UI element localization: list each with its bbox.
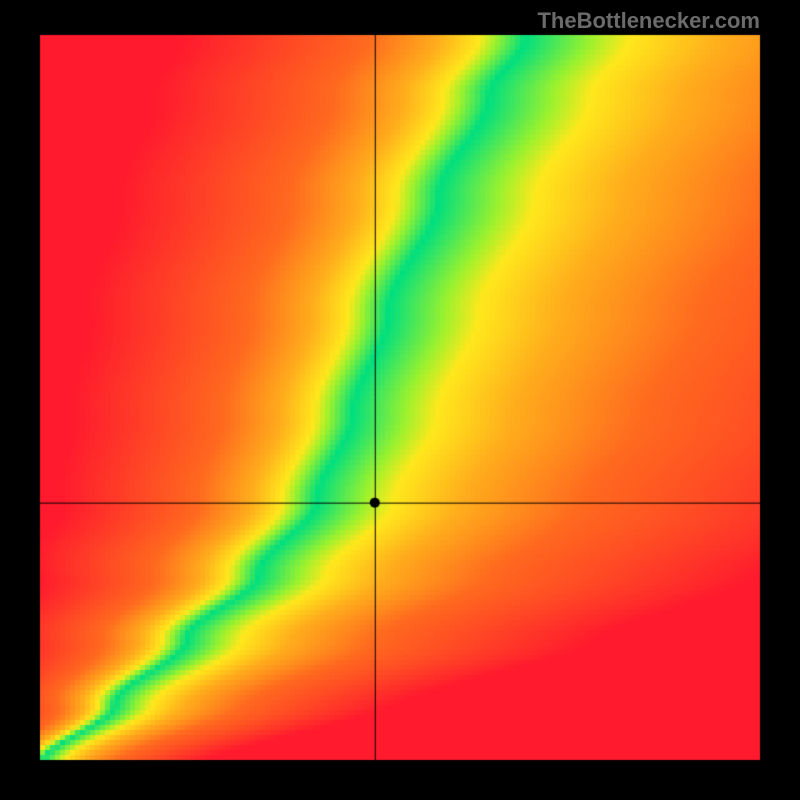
bottleneck-heatmap	[0, 0, 800, 800]
watermark-label: TheBottlenecker.com	[537, 8, 760, 34]
